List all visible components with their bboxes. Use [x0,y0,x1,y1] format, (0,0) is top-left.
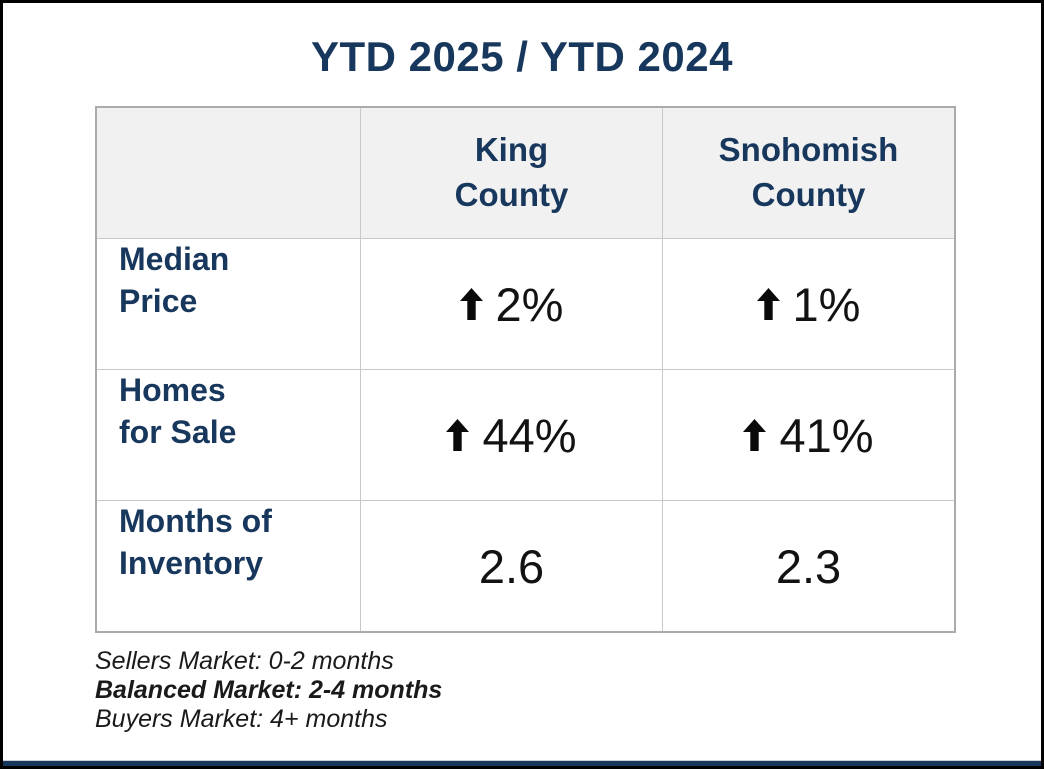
up-arrow-icon [446,417,470,453]
value-text: 44% [482,408,577,462]
column-header-line: King [474,131,549,169]
legend-sellers-market: Sellers Market: 0-2 months [95,647,394,675]
up-arrow-icon [459,286,483,322]
table-corner-cell [97,108,360,238]
row-label-line: Months of [119,503,272,539]
row-label-line: Price [119,282,198,319]
market-legend: Sellers Market: 0-2 months Balanced Mark… [95,647,442,734]
value-homes-for-sale-snohomish: 41% [663,370,954,500]
row-label-months-of-inventory: Months of Inventory [97,501,360,631]
column-header-snohomish-county: Snohomish County [663,108,954,238]
value-months-inventory-king: 2.6 [361,501,662,631]
column-header-line: County [751,176,866,213]
value-text: 41% [779,408,874,462]
row-label-median-price: Median Price [97,239,360,369]
page-title: YTD 2025 / YTD 2024 [311,33,733,80]
stats-table: King County Snohomish County Median Pric… [95,106,956,633]
bottom-accent-bar [3,760,1041,766]
up-arrow-icon [756,286,780,322]
legend-buyers-market: Buyers Market: 4+ months [95,705,388,733]
value-text: 1% [792,277,861,331]
row-label-line: Homes [119,372,226,408]
legend-balanced-market: Balanced Market: 2-4 months [95,676,443,704]
column-header-line: Snohomish [718,131,899,169]
value-text: 2.6 [478,539,545,593]
row-label-line: for Sale [119,413,237,450]
column-header-line: County [454,176,569,213]
row-label-homes-for-sale: Homes for Sale [97,370,360,500]
value-median-price-snohomish: 1% [663,239,954,369]
value-months-inventory-snohomish: 2.3 [663,501,954,631]
value-median-price-king: 2% [361,239,662,369]
column-header-king-county: King County [361,108,662,238]
value-text: 2.3 [775,539,842,593]
row-label-line: Inventory [119,544,264,581]
value-homes-for-sale-king: 44% [361,370,662,500]
value-text: 2% [495,277,564,331]
row-label-line: Median [119,241,230,277]
up-arrow-icon [743,417,767,453]
